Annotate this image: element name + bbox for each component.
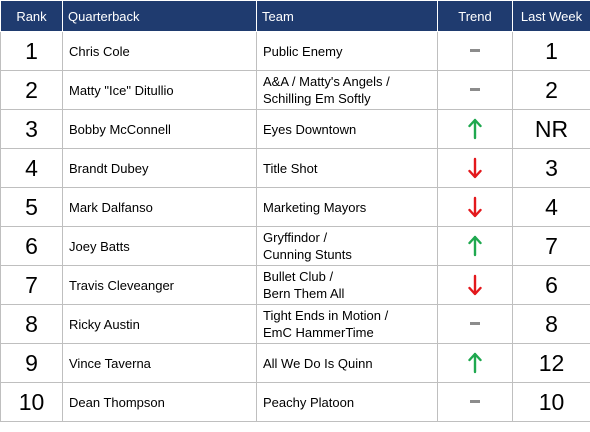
last-week-cell: 7 bbox=[512, 226, 590, 266]
team-name-line: Peachy Platoon bbox=[263, 394, 355, 410]
team-cell: Title Shot bbox=[256, 148, 438, 188]
rank-cell: 8 bbox=[0, 304, 63, 344]
quarterback-cell: Dean Thompson bbox=[62, 382, 257, 422]
team-cell: Gryffindor / Cunning Stunts bbox=[256, 226, 438, 266]
rank-cell: 5 bbox=[0, 187, 63, 227]
table-row: 5 Mark Dalfanso Marketing Mayors 4 bbox=[0, 187, 590, 227]
table-row: 4 Brandt Dubey Title Shot 3 bbox=[0, 148, 590, 188]
last-week-cell: 2 bbox=[512, 70, 590, 110]
quarterback-cell: Vince Taverna bbox=[62, 343, 257, 383]
team-name-line: Cunning Stunts bbox=[263, 247, 352, 262]
header-team: Team bbox=[256, 0, 438, 32]
team-cell: Tight Ends in Motion / EmC HammerTime bbox=[256, 304, 438, 344]
team-name-line: Bullet Club / bbox=[263, 269, 334, 284]
trend-down-arrow-icon bbox=[468, 196, 482, 218]
quarterback-cell: Joey Batts bbox=[62, 226, 257, 266]
rank-cell: 3 bbox=[0, 109, 63, 149]
team-cell: Bullet Club / Bern Them All bbox=[256, 265, 438, 305]
rank-cell: 9 bbox=[0, 343, 63, 383]
team-cell: A&A / Matty's Angels / Schilling Em Softl… bbox=[256, 70, 438, 110]
table-body: 1 Chris Cole Public Enemy 1 2 Matty "Ice" Dit… bbox=[0, 31, 590, 422]
header-quarterback: Quarterback bbox=[62, 0, 257, 32]
last-week-cell: 3 bbox=[512, 148, 590, 188]
team-name-line: Tight Ends in Motion / bbox=[263, 308, 389, 323]
team-name-line: Bern Them All bbox=[263, 286, 345, 301]
header-rank: Rank bbox=[0, 0, 63, 32]
table-row: 8 Ricky Austin Tight Ends in Motion / EmC H… bbox=[0, 304, 590, 344]
quarterback-cell: Mark Dalfanso bbox=[62, 187, 257, 227]
trend-cell bbox=[437, 109, 513, 149]
trend-cell bbox=[437, 187, 513, 227]
quarterback-cell: Bobby McConnell bbox=[62, 109, 257, 149]
table-row: 7 Travis Cleveanger Bullet Club / Bern Them… bbox=[0, 265, 590, 305]
table-header: Rank Quarterback Team Trend Last Week bbox=[0, 0, 590, 32]
team-cell: Peachy Platoon bbox=[256, 382, 438, 422]
trend-cell bbox=[437, 382, 513, 422]
last-week-cell: NR bbox=[512, 109, 590, 149]
table-row: 9 Vince Taverna All We Do Is Quinn 12 bbox=[0, 343, 590, 383]
header-last-week: Last Week bbox=[512, 0, 590, 32]
trend-cell bbox=[437, 31, 513, 71]
quarterback-cell: Ricky Austin bbox=[62, 304, 257, 344]
team-name-line: All We Do Is Quinn bbox=[263, 355, 373, 371]
last-week-cell: 1 bbox=[512, 31, 590, 71]
last-week-cell: 8 bbox=[512, 304, 590, 344]
header-trend: Trend bbox=[437, 0, 513, 32]
trend-down-arrow-icon bbox=[468, 157, 482, 179]
rank-cell: 2 bbox=[0, 70, 63, 110]
table-row: 2 Matty "Ice" Ditullio A&A / Matty's Angel… bbox=[0, 70, 590, 110]
trend-up-arrow-icon bbox=[468, 235, 482, 257]
last-week-cell: 4 bbox=[512, 187, 590, 227]
quarterback-cell: Chris Cole bbox=[62, 31, 257, 71]
trend-cell bbox=[437, 265, 513, 305]
rank-cell: 1 bbox=[0, 31, 63, 71]
team-name-line: A&A / Matty's Angels / bbox=[263, 74, 390, 89]
rank-cell: 10 bbox=[0, 382, 63, 422]
trend-flat-dash-icon bbox=[470, 400, 480, 404]
team-cell: Eyes Downtown bbox=[256, 109, 438, 149]
trend-up-arrow-icon bbox=[468, 352, 482, 374]
rank-cell: 6 bbox=[0, 226, 63, 266]
trend-cell bbox=[437, 304, 513, 344]
team-cell: Public Enemy bbox=[256, 31, 438, 71]
table-row: 3 Bobby McConnell Eyes Downtown NR bbox=[0, 109, 590, 149]
rank-cell: 7 bbox=[0, 265, 63, 305]
trend-cell bbox=[437, 148, 513, 188]
last-week-cell: 6 bbox=[512, 265, 590, 305]
team-name-line: Marketing Mayors bbox=[263, 199, 367, 215]
quarterback-cell: Matty "Ice" Ditullio bbox=[62, 70, 257, 110]
team-name-line: Title Shot bbox=[263, 160, 318, 176]
trend-up-arrow-icon bbox=[468, 118, 482, 140]
trend-flat-dash-icon bbox=[470, 322, 480, 326]
quarterback-cell: Travis Cleveanger bbox=[62, 265, 257, 305]
table-row: 6 Joey Batts Gryffindor / Cunning Stunts 7 bbox=[0, 226, 590, 266]
trend-down-arrow-icon bbox=[468, 274, 482, 296]
quarterback-cell: Brandt Dubey bbox=[62, 148, 257, 188]
team-name-line: Eyes Downtown bbox=[263, 121, 357, 137]
team-cell: All We Do Is Quinn bbox=[256, 343, 438, 383]
team-cell: Marketing Mayors bbox=[256, 187, 438, 227]
last-week-cell: 10 bbox=[512, 382, 590, 422]
trend-flat-dash-icon bbox=[470, 49, 480, 53]
trend-cell bbox=[437, 70, 513, 110]
team-name-line: Schilling Em Softly bbox=[263, 91, 371, 106]
table-row: 1 Chris Cole Public Enemy 1 bbox=[0, 31, 590, 71]
team-name-line: Public Enemy bbox=[263, 43, 343, 59]
trend-flat-dash-icon bbox=[470, 88, 480, 92]
team-name-line: Gryffindor / bbox=[263, 230, 328, 245]
last-week-cell: 12 bbox=[512, 343, 590, 383]
rank-cell: 4 bbox=[0, 148, 63, 188]
team-name-line: EmC HammerTime bbox=[263, 325, 374, 340]
table-row: 10 Dean Thompson Peachy Platoon 10 bbox=[0, 382, 590, 422]
trend-cell bbox=[437, 226, 513, 266]
trend-cell bbox=[437, 343, 513, 383]
